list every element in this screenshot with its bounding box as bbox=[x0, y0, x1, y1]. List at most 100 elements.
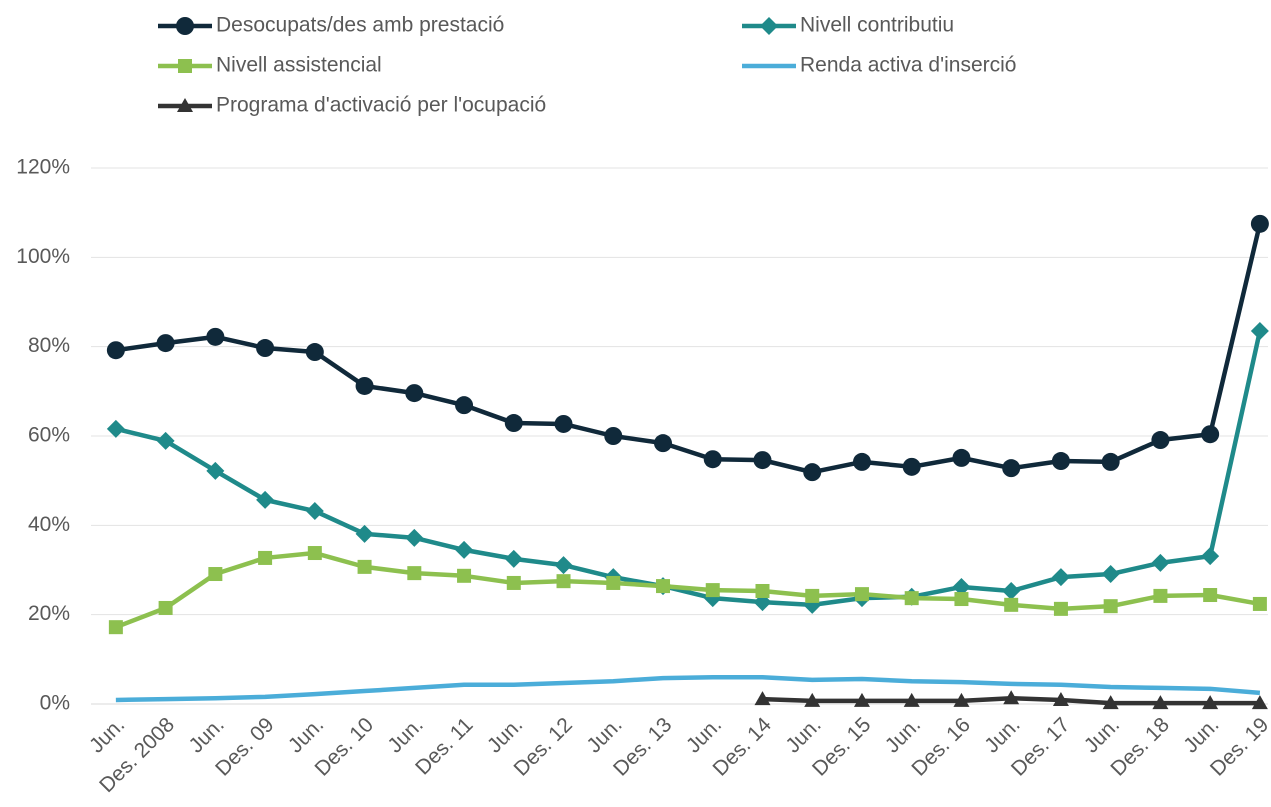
marker bbox=[1003, 690, 1020, 705]
marker bbox=[1153, 588, 1168, 603]
marker bbox=[156, 334, 175, 353]
marker bbox=[355, 524, 374, 543]
marker bbox=[705, 583, 720, 598]
marker bbox=[355, 376, 374, 395]
marker bbox=[953, 692, 970, 707]
legend-label: Nivell assistencial bbox=[216, 54, 382, 77]
marker bbox=[554, 414, 573, 433]
marker bbox=[305, 343, 324, 362]
marker bbox=[753, 451, 772, 470]
marker bbox=[106, 341, 125, 360]
x-tick-label: Jun. bbox=[682, 713, 726, 757]
marker bbox=[604, 427, 623, 445]
marker bbox=[805, 588, 820, 603]
marker bbox=[407, 566, 422, 581]
marker bbox=[405, 384, 424, 403]
x-tick-label: Jun. bbox=[781, 713, 825, 757]
marker bbox=[1151, 553, 1170, 572]
marker bbox=[405, 528, 424, 547]
marker bbox=[1202, 695, 1219, 710]
marker bbox=[902, 457, 921, 476]
marker bbox=[357, 559, 372, 574]
marker bbox=[305, 502, 324, 521]
marker bbox=[1102, 695, 1119, 710]
marker bbox=[506, 575, 521, 590]
marker bbox=[1002, 581, 1021, 600]
legend-label: Desocupats/des amb prestació bbox=[216, 14, 504, 37]
series-line bbox=[115, 223, 1263, 475]
marker bbox=[853, 692, 870, 707]
x-tick-label: Jun. bbox=[1080, 713, 1124, 757]
marker bbox=[108, 620, 123, 635]
marker bbox=[952, 448, 971, 467]
marker bbox=[504, 549, 523, 568]
marker bbox=[1053, 601, 1068, 616]
marker bbox=[504, 414, 523, 433]
x-tick-label: Jun. bbox=[1179, 713, 1223, 757]
marker bbox=[1152, 695, 1169, 710]
marker bbox=[1051, 452, 1070, 471]
marker bbox=[106, 419, 125, 438]
marker bbox=[852, 452, 871, 471]
marker bbox=[1002, 459, 1021, 478]
marker bbox=[903, 692, 920, 707]
marker bbox=[178, 59, 192, 73]
marker bbox=[1250, 214, 1269, 233]
marker bbox=[556, 574, 571, 589]
marker bbox=[457, 568, 472, 583]
marker bbox=[206, 327, 225, 346]
marker bbox=[1203, 588, 1218, 603]
marker bbox=[455, 540, 474, 559]
marker bbox=[206, 461, 225, 480]
marker bbox=[177, 98, 193, 112]
x-tick-label: Jun. bbox=[184, 713, 228, 757]
marker bbox=[1004, 597, 1019, 612]
marker bbox=[307, 546, 322, 561]
y-tick-label: 0% bbox=[40, 692, 70, 715]
marker bbox=[954, 592, 969, 607]
marker bbox=[755, 583, 770, 598]
marker bbox=[656, 579, 671, 594]
legend-label: Programa d'activació per l'ocupació bbox=[216, 94, 546, 117]
marker bbox=[754, 691, 771, 706]
marker bbox=[208, 567, 223, 582]
marker bbox=[1250, 322, 1269, 341]
marker bbox=[554, 556, 573, 575]
legend-label: Nivell contributiu bbox=[800, 14, 954, 37]
marker bbox=[952, 577, 971, 596]
marker bbox=[703, 450, 722, 469]
marker bbox=[176, 17, 194, 35]
y-tick-label: 100% bbox=[16, 245, 70, 268]
y-tick-label: 40% bbox=[28, 513, 70, 536]
y-tick-label: 20% bbox=[28, 602, 70, 625]
marker bbox=[1103, 599, 1118, 614]
marker bbox=[1051, 568, 1070, 587]
x-tick-label: Jun. bbox=[85, 713, 129, 757]
marker bbox=[1101, 565, 1120, 584]
marker bbox=[1201, 425, 1220, 444]
y-tick-label: 120% bbox=[16, 156, 70, 179]
marker bbox=[760, 17, 778, 35]
marker bbox=[1052, 691, 1069, 706]
x-tick-label: Jun. bbox=[483, 713, 527, 757]
marker bbox=[158, 600, 173, 615]
marker bbox=[258, 550, 273, 565]
marker bbox=[854, 587, 869, 602]
x-tick-label: Jun. bbox=[284, 713, 328, 757]
marker bbox=[455, 396, 474, 415]
marker bbox=[606, 575, 621, 590]
marker bbox=[1252, 596, 1267, 611]
marker bbox=[256, 339, 275, 358]
y-tick-label: 60% bbox=[28, 424, 70, 447]
marker bbox=[1251, 695, 1268, 710]
marker bbox=[1201, 547, 1220, 566]
x-tick-label: Jun. bbox=[582, 713, 626, 757]
marker bbox=[1151, 431, 1170, 450]
marker bbox=[803, 463, 822, 482]
series-line bbox=[115, 674, 1261, 703]
marker bbox=[156, 431, 175, 450]
x-tick-label: Jun. bbox=[881, 713, 925, 757]
marker bbox=[804, 692, 821, 707]
marker bbox=[654, 434, 673, 453]
